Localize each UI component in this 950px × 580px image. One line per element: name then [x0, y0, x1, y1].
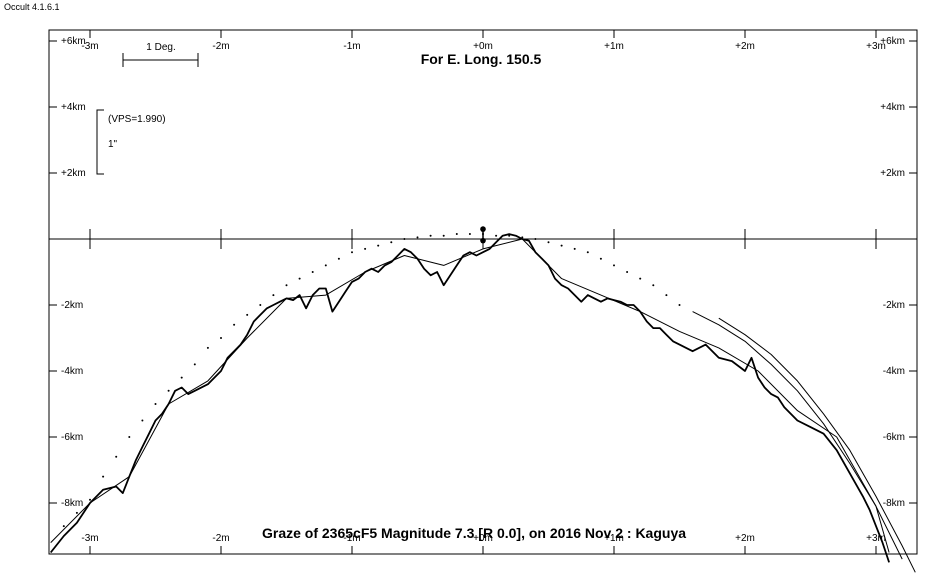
star-marker-top	[480, 226, 486, 232]
y-tick-label-left: +2km	[61, 168, 86, 179]
predicted-limb-dot	[586, 251, 589, 254]
x-tick-label-top: -3m	[81, 41, 98, 52]
y-tick-label-left: +6km	[61, 36, 86, 47]
southern-limit-1-line	[692, 311, 903, 560]
y-tick-label-left: -6km	[61, 432, 83, 443]
degree-scale-label: 1 Deg.	[146, 42, 175, 53]
predicted-limb-dot	[495, 234, 498, 237]
predicted-limb-dot	[652, 284, 655, 287]
y-tick-label-right: +6km	[880, 36, 905, 47]
predicted-limb-dot	[324, 264, 327, 267]
arcsec-label: 1"	[108, 139, 118, 150]
vertical-scale: (VPS=1.990) 1"	[96, 109, 166, 175]
predicted-limb-dot	[285, 284, 288, 287]
predicted-limb-dot	[429, 234, 432, 237]
predicted-limb-dot	[206, 346, 209, 349]
predicted-limb-dot	[220, 337, 222, 339]
predicted-limb-dot	[442, 234, 445, 237]
predicted-limb-dot	[560, 244, 563, 247]
southern-limit-2-line	[718, 317, 916, 573]
predicted-limb-dot	[377, 244, 380, 247]
predicted-limb-dot	[246, 313, 249, 316]
chart-caption: Graze of 2365cF5 Magnitude 7.3 [R 0.0], …	[262, 525, 686, 541]
predicted-limb-dot	[626, 271, 629, 273]
predicted-limb-dot	[508, 234, 511, 237]
predicted-limb-dot	[534, 238, 537, 240]
predicted-limb-dot	[613, 264, 615, 267]
y-tick-label-left: -2km	[61, 300, 83, 311]
predicted-limb-dot	[128, 436, 131, 438]
predicted-limb-dot	[468, 233, 471, 236]
x-tick-label-bottom: +3m	[866, 533, 886, 544]
predicted-limb-dot	[193, 363, 196, 366]
y-tick-label-left: -8km	[61, 498, 83, 509]
predicted-limb-dot	[115, 455, 118, 458]
predicted-limb-dot	[521, 236, 524, 239]
predicted-limb-dot	[351, 251, 353, 254]
x-tick-label-bottom: +1m	[604, 533, 624, 544]
predicted-limb-dot	[678, 304, 681, 306]
predicted-limb-dot	[154, 403, 157, 405]
predicted-limb-dot	[75, 511, 78, 514]
predicted-limb-dot	[102, 475, 105, 478]
predicted-limb-dot	[547, 241, 550, 244]
predicted-limb-dot	[455, 233, 458, 236]
limb-profile-line	[49, 233, 890, 563]
predicted-limb-dot	[573, 247, 576, 250]
x-tick-label-top: -2m	[212, 41, 229, 52]
x-tick-label-top: -1m	[343, 41, 360, 52]
axis-ticks: -3m-3m-2m-2m-1m-1m+0m+0m+1m+1m+2m+2m+3m+…	[49, 30, 917, 554]
y-tick-label-left: -4km	[61, 366, 83, 377]
star-marker-bottom	[480, 237, 486, 244]
predicted-limb-dot	[259, 304, 262, 306]
x-tick-label-bottom: -3m	[81, 533, 98, 544]
predicted-limb-dot	[298, 277, 301, 280]
y-tick-label-right: +2km	[880, 168, 905, 179]
mean-limb-line	[50, 238, 890, 553]
y-tick-label-left: +4km	[61, 102, 86, 113]
y-tick-label-right: -4km	[883, 366, 905, 377]
vps-label: (VPS=1.990)	[108, 114, 166, 125]
predicted-limb-dot	[233, 323, 236, 326]
chart-title: For E. Long. 150.5	[421, 51, 542, 67]
y-tick-label-right: -6km	[883, 432, 905, 443]
plot-frame	[48, 29, 918, 555]
y-tick-label-right: -8km	[883, 498, 905, 509]
predicted-limb-dot	[141, 419, 144, 422]
y-tick-label-right: -2km	[883, 300, 905, 311]
predicted-limb-dot	[416, 236, 419, 239]
x-tick-label-top: +1m	[604, 41, 624, 52]
x-tick-label-bottom: -2m	[212, 533, 229, 544]
predicted-limb-dot	[639, 277, 642, 280]
x-tick-label-top: +2m	[735, 41, 755, 52]
x-tick-label-top: +3m	[866, 41, 886, 52]
x-tick-label-bottom: +2m	[735, 533, 755, 544]
predicted-limb-dot	[665, 294, 668, 297]
y-tick-label-right: +4km	[880, 102, 905, 113]
predicted-limb-dot	[167, 389, 170, 392]
x-tick-label-bottom: -1m	[343, 533, 360, 544]
app-title: Occult 4.1.6.1	[4, 2, 60, 12]
predicted-limb-dot	[180, 376, 183, 379]
predicted-limb-dot	[337, 257, 340, 260]
predicted-limb-dot	[403, 238, 406, 240]
x-tick-label-top: +0m	[473, 41, 493, 52]
predicted-limb-dot	[62, 525, 65, 528]
predicted-limb-dot	[390, 241, 393, 244]
x-tick-label-bottom: +0m	[473, 533, 493, 544]
predicted-limb-dot	[599, 257, 602, 260]
predicted-limb-dot	[364, 247, 367, 250]
predicted-limb-dot	[311, 271, 314, 273]
predicted-limb-dot	[272, 294, 275, 297]
predicted-limb-dot	[89, 498, 91, 501]
degree-scale: 1 Deg.	[122, 42, 199, 67]
series-layer	[49, 226, 916, 573]
